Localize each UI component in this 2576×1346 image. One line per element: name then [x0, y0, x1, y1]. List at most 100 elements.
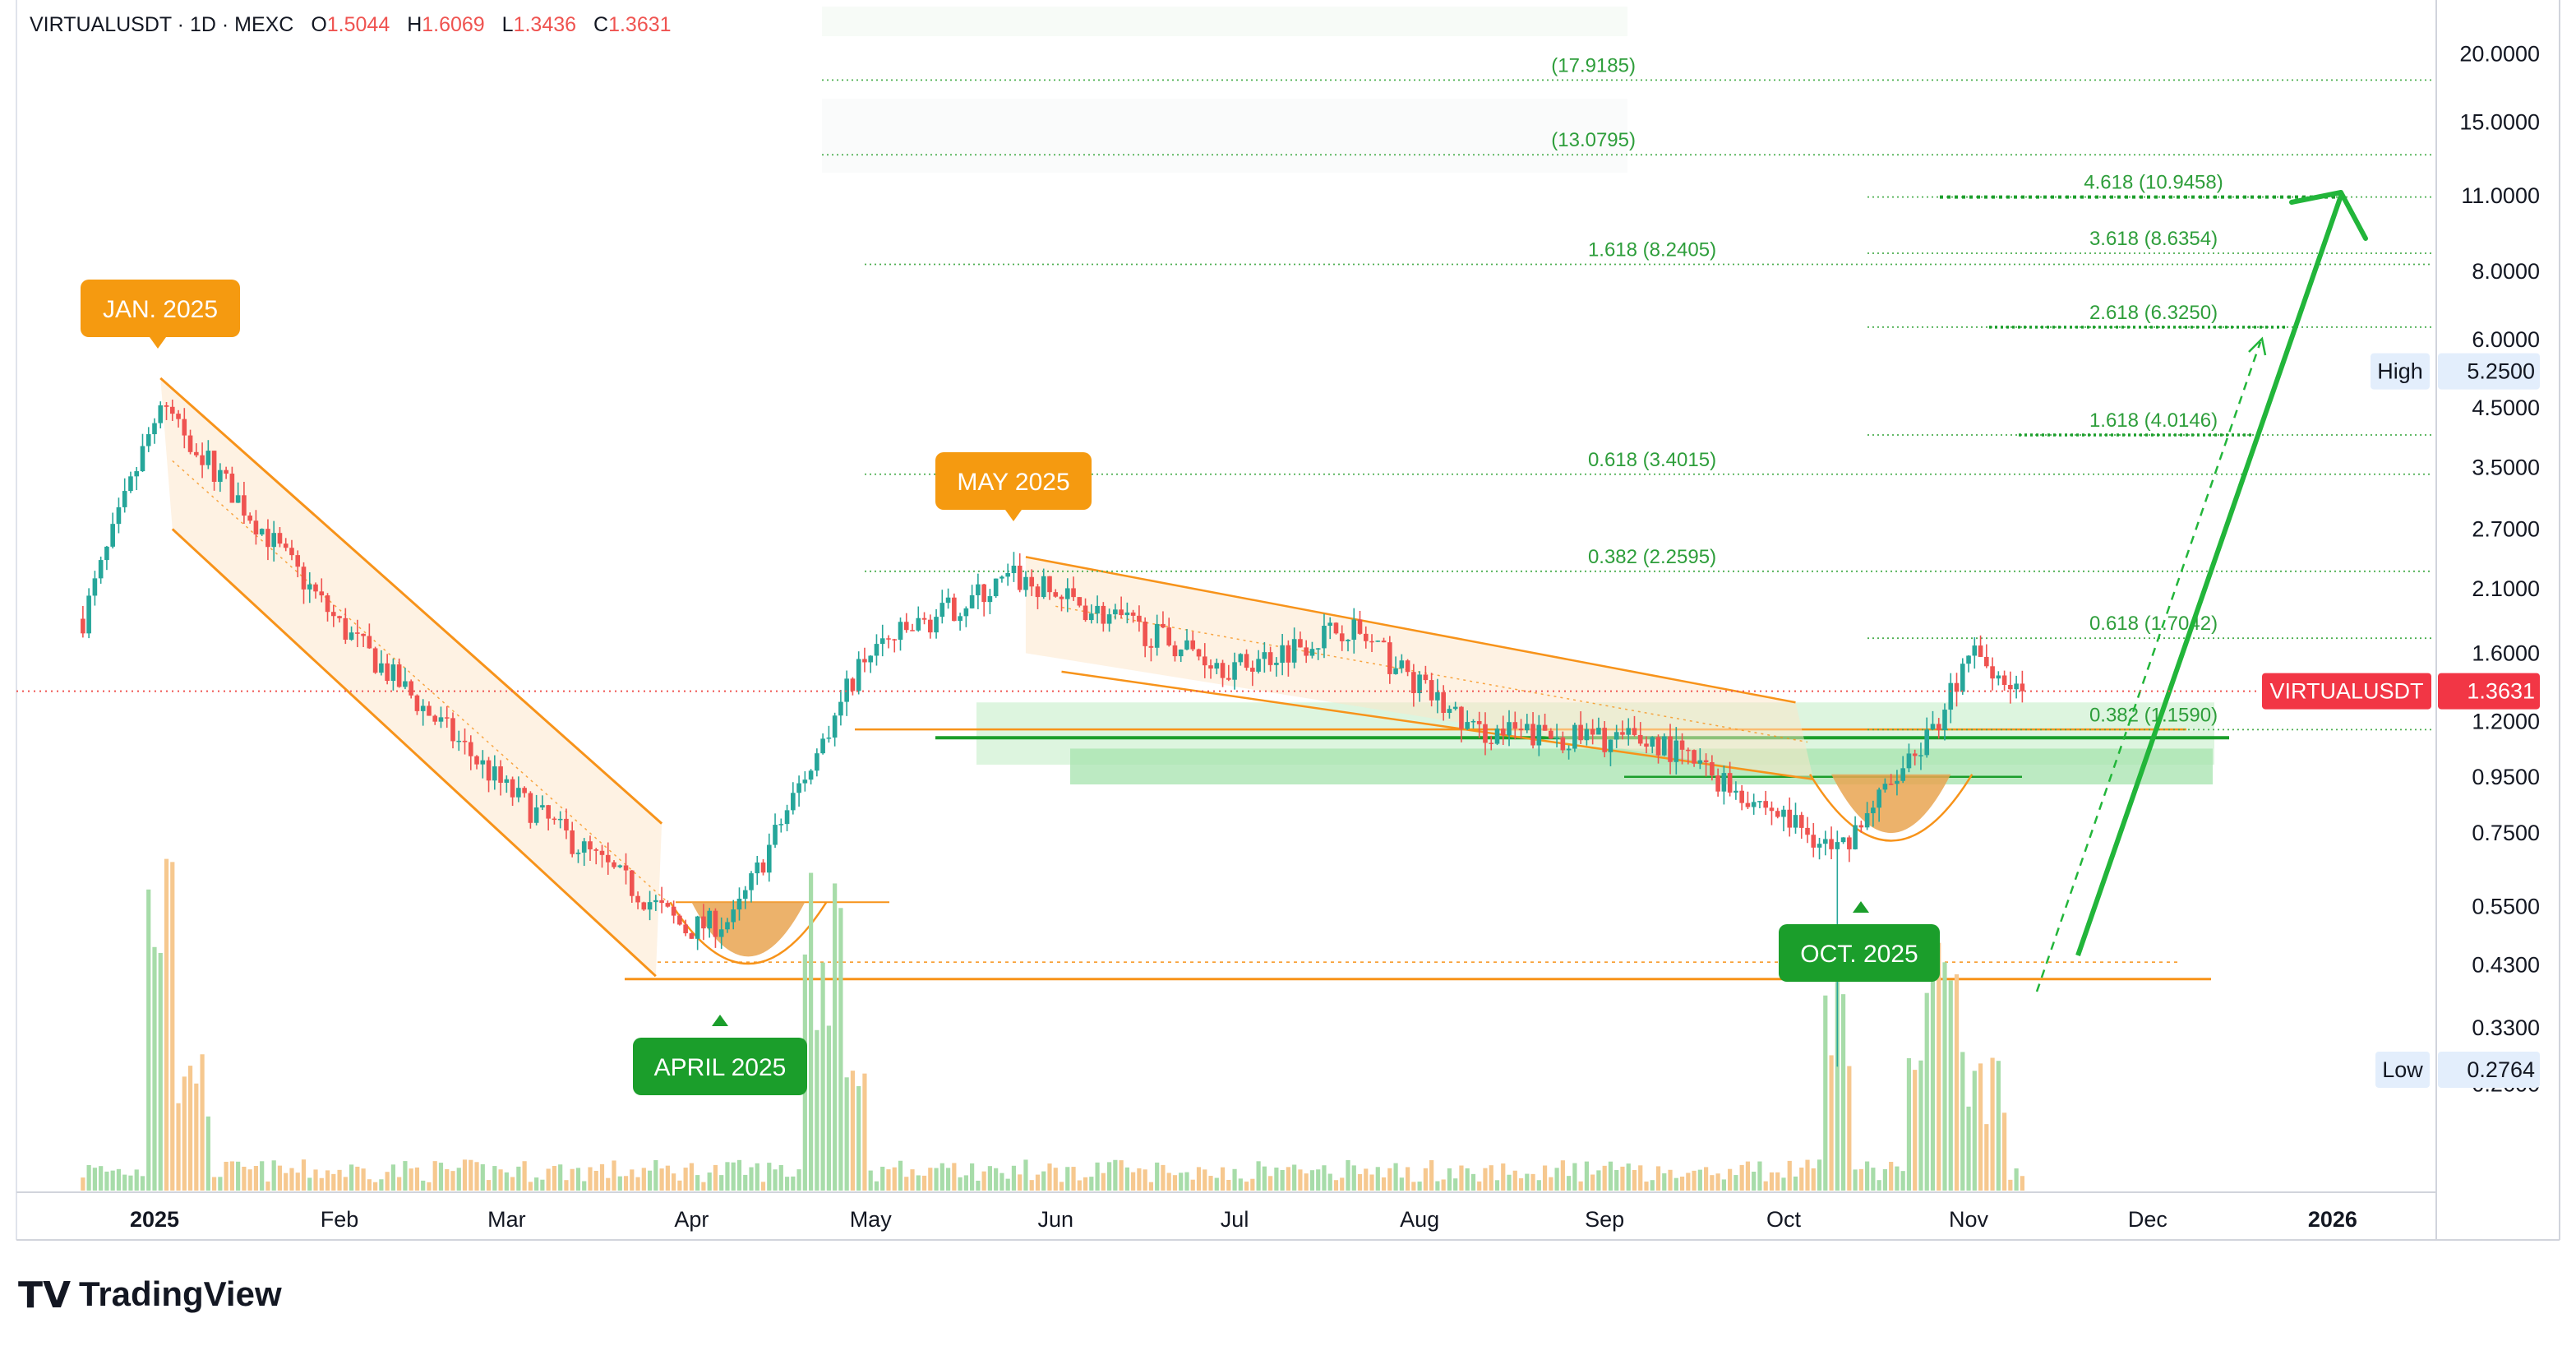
candle[interactable]	[1644, 736, 1649, 754]
candle[interactable]	[1673, 727, 1679, 775]
candle[interactable]	[928, 614, 933, 639]
candle[interactable]	[856, 651, 861, 695]
candle[interactable]	[939, 590, 945, 624]
candle[interactable]	[1715, 768, 1720, 797]
candle[interactable]	[164, 401, 169, 420]
candle[interactable]	[1363, 626, 1369, 649]
candle[interactable]	[1226, 664, 1231, 682]
candle[interactable]	[575, 849, 581, 863]
candle[interactable]	[474, 755, 479, 770]
candle[interactable]	[169, 400, 175, 422]
candle[interactable]	[1560, 731, 1566, 754]
candle[interactable]	[665, 900, 671, 908]
candle[interactable]	[1399, 654, 1405, 673]
candle[interactable]	[557, 811, 563, 829]
candle[interactable]	[110, 512, 115, 548]
price-axis[interactable]: 20.0000 15.0000 11.0000 8.0000 6.0000 4.5000 3…	[16, 42, 2540, 1097]
candle[interactable]	[1525, 714, 1530, 733]
candle[interactable]	[1637, 722, 1643, 747]
candle[interactable]	[1417, 671, 1422, 702]
candle[interactable]	[1542, 713, 1548, 731]
candle[interactable]	[701, 904, 706, 941]
candle[interactable]	[1775, 807, 1780, 819]
candle[interactable]	[1871, 800, 1876, 827]
candle[interactable]	[612, 860, 616, 869]
candle[interactable]	[1238, 653, 1244, 666]
candle[interactable]	[1900, 756, 1905, 784]
candle[interactable]	[176, 409, 181, 428]
candle[interactable]	[987, 589, 993, 614]
candle[interactable]	[295, 550, 301, 578]
candle[interactable]	[1798, 812, 1804, 840]
candle[interactable]	[367, 623, 372, 650]
candle[interactable]	[886, 635, 891, 649]
candle[interactable]	[1208, 659, 1213, 679]
candle[interactable]	[510, 776, 515, 807]
candle[interactable]	[1966, 654, 1971, 673]
candle[interactable]	[1459, 705, 1464, 742]
candle[interactable]	[671, 900, 676, 924]
candle[interactable]	[1322, 613, 1327, 659]
candle[interactable]	[343, 608, 349, 645]
candle[interactable]	[1817, 837, 1822, 860]
candle[interactable]	[802, 770, 808, 792]
candle[interactable]	[1823, 830, 1828, 856]
candle[interactable]	[1996, 671, 2001, 686]
candle[interactable]	[1315, 647, 1321, 660]
candle[interactable]	[396, 658, 402, 688]
candle[interactable]	[689, 932, 695, 939]
candle[interactable]	[1470, 719, 1476, 729]
candle[interactable]	[349, 626, 354, 641]
candle[interactable]	[1005, 563, 1010, 586]
candle[interactable]	[1256, 650, 1261, 674]
candle[interactable]	[427, 701, 432, 716]
candle[interactable]	[92, 571, 98, 606]
candle[interactable]	[1650, 736, 1655, 754]
candle[interactable]	[1113, 604, 1118, 620]
candle[interactable]	[844, 670, 849, 716]
candle[interactable]	[116, 497, 122, 534]
candle[interactable]	[564, 808, 569, 840]
candle[interactable]	[1476, 711, 1482, 738]
candle[interactable]	[1035, 584, 1041, 609]
candle[interactable]	[630, 870, 635, 903]
candle[interactable]	[952, 593, 957, 622]
candle[interactable]	[1620, 720, 1625, 740]
candle[interactable]	[1214, 658, 1220, 674]
candle[interactable]	[438, 706, 444, 729]
candle[interactable]	[98, 556, 104, 584]
candle[interactable]	[647, 890, 653, 921]
candle[interactable]	[1244, 649, 1249, 671]
candle[interactable]	[677, 914, 682, 926]
candle[interactable]	[1064, 578, 1070, 613]
candle[interactable]	[892, 638, 898, 653]
candle[interactable]	[1632, 715, 1637, 737]
candle[interactable]	[211, 451, 217, 491]
candle[interactable]	[546, 804, 551, 830]
candle[interactable]	[921, 612, 927, 625]
candle[interactable]	[1083, 598, 1088, 622]
candle[interactable]	[145, 427, 151, 452]
candle[interactable]	[1763, 790, 1768, 816]
candle[interactable]	[1071, 576, 1076, 601]
candle[interactable]	[242, 482, 247, 524]
candle[interactable]	[903, 613, 909, 633]
candle[interactable]	[1130, 609, 1136, 623]
candle[interactable]	[1703, 753, 1709, 777]
candle[interactable]	[319, 578, 325, 603]
candle[interactable]	[480, 750, 486, 779]
candle[interactable]	[1452, 701, 1458, 711]
candle[interactable]	[229, 466, 235, 503]
candle[interactable]	[450, 712, 455, 749]
candle[interactable]	[1733, 781, 1738, 800]
candle[interactable]	[570, 821, 575, 858]
candle[interactable]	[235, 482, 241, 503]
candle[interactable]	[1727, 761, 1733, 797]
candle[interactable]	[307, 572, 312, 604]
candle[interactable]	[1267, 646, 1273, 672]
candle[interactable]	[773, 813, 778, 849]
candle[interactable]	[134, 466, 140, 491]
candle[interactable]	[283, 538, 289, 552]
candle[interactable]	[1978, 635, 1983, 657]
candle[interactable]	[1339, 625, 1345, 651]
